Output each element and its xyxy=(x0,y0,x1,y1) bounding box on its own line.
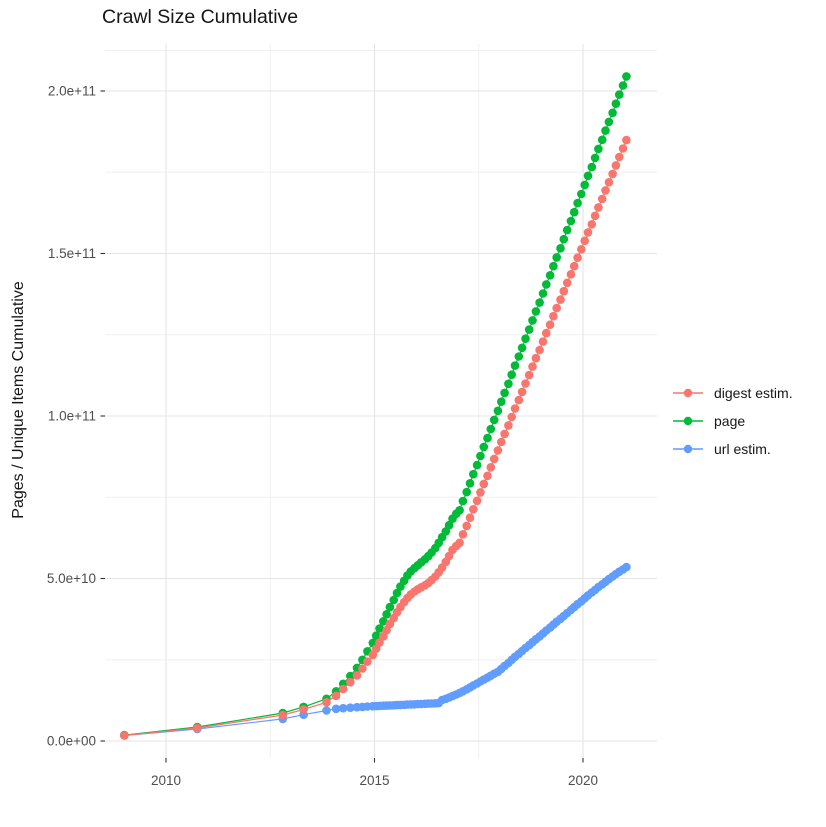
y-tick-label: 0.0e+00 xyxy=(47,734,96,749)
legend-key-icon xyxy=(673,416,703,426)
y-tick-label: 1.0e+11 xyxy=(48,409,96,424)
x-tick-label: 2020 xyxy=(568,773,598,788)
axis-ticks-and-labels: 0.0e+00 5.0e+10 1.0e+11 1.5e+11 2.0e+11 2010 2… xyxy=(47,84,598,788)
y-tick-label: 1.5e+11 xyxy=(48,246,96,261)
legend-item-page: page xyxy=(672,407,793,435)
legend-label: digest estim. xyxy=(714,385,793,401)
chart-title: Crawl Size Cumulative xyxy=(102,6,299,28)
legend-key-icon xyxy=(673,388,703,398)
x-tick-label: 2015 xyxy=(359,773,389,788)
series-page xyxy=(120,72,631,740)
x-tick-label: 2010 xyxy=(151,773,181,788)
y-tick-label: 5.0e+10 xyxy=(47,571,96,586)
gridlines-minor xyxy=(105,44,657,758)
series-digest-estim- xyxy=(120,135,631,740)
legend-key-icon xyxy=(673,444,703,454)
legend-label: page xyxy=(714,413,746,429)
y-tick-label: 2.0e+11 xyxy=(48,84,96,99)
gridlines-major xyxy=(105,44,657,758)
legend-item-url: url estim. xyxy=(672,435,793,463)
legend-item-digest: digest estim. xyxy=(672,379,793,407)
series-url-estim- xyxy=(120,562,631,740)
legend-label: url estim. xyxy=(714,441,771,457)
legend: digest estim. page url estim. xyxy=(672,379,793,463)
